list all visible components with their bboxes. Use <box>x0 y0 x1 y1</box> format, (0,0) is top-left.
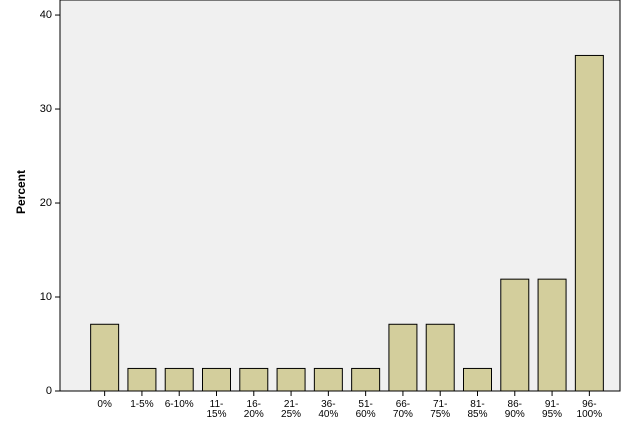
bar <box>90 323 120 392</box>
bar <box>425 323 455 392</box>
y-tick-label: 10 <box>40 291 52 303</box>
x-tick-label: 36- 40% <box>318 399 339 420</box>
y-tick-label: 20 <box>40 197 52 209</box>
bar <box>164 367 194 392</box>
y-tick-label: 0 <box>46 385 52 397</box>
bar <box>574 54 604 392</box>
x-tick-label: 11- 15% <box>206 399 227 420</box>
bar <box>127 367 157 392</box>
bar <box>239 367 269 392</box>
x-tick-label: 21- 25% <box>281 399 302 420</box>
bar <box>388 323 418 392</box>
bar <box>351 367 381 392</box>
bar <box>202 367 231 392</box>
x-tick-label: 86- 90% <box>504 399 525 420</box>
bar <box>463 367 492 392</box>
y-axis-label: Percent <box>14 170 28 214</box>
y-tick-label: 40 <box>40 9 52 21</box>
x-tick-label: 51- 60% <box>355 399 376 420</box>
bar <box>537 278 567 392</box>
x-tick-label: 1-5% <box>130 399 154 410</box>
x-tick-label: 0% <box>97 399 112 410</box>
x-tick-label: 66- 70% <box>392 399 413 420</box>
bar <box>500 278 530 392</box>
y-tick-label: 30 <box>40 103 52 115</box>
plot-area <box>59 0 621 392</box>
x-tick-label: 91- 95% <box>542 399 563 420</box>
bar <box>313 367 343 392</box>
x-tick-label: 71- 75% <box>430 399 451 420</box>
x-tick-label: 96- 100% <box>576 399 603 420</box>
x-tick-label: 16- 20% <box>243 399 264 420</box>
x-tick-label: 6-10% <box>164 399 194 410</box>
x-tick-label: 81- 85% <box>467 399 488 420</box>
bar <box>276 367 306 392</box>
